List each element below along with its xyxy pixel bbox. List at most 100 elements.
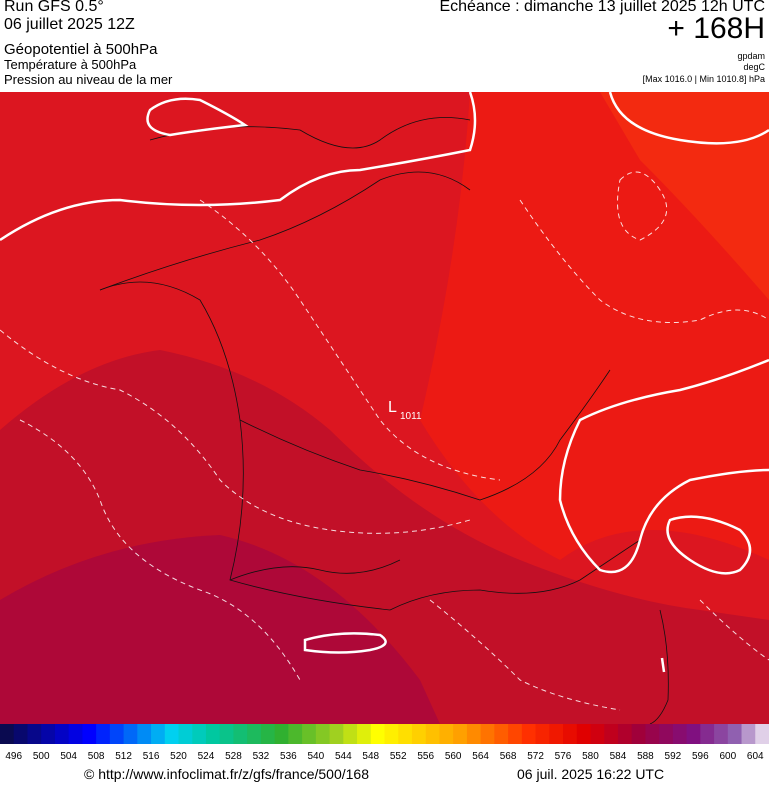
scale-swatch	[631, 724, 646, 744]
pressure-range: [Max 1016.0 | Min 1010.8] hPa	[642, 74, 765, 84]
scale-swatch	[521, 724, 537, 744]
scale-swatch	[13, 724, 28, 744]
scale-swatch	[123, 724, 138, 744]
scale-swatch	[714, 724, 729, 744]
scale-swatch	[219, 724, 234, 744]
scale-label: 572	[527, 751, 544, 762]
scale-swatch	[343, 724, 358, 744]
scale-swatch	[27, 724, 42, 744]
scale-swatch	[370, 724, 385, 744]
scale-swatch	[178, 724, 193, 744]
map	[0, 92, 769, 724]
unit: degC	[743, 62, 765, 72]
scale-label: 504	[60, 751, 77, 762]
scale-swatch	[288, 724, 303, 744]
field-label: Température à 500hPa	[4, 57, 137, 72]
low-symbol: L	[388, 399, 397, 416]
scale-swatch	[549, 724, 564, 744]
echeance: Echéance : dimanche 13 juillet 2025 12h …	[439, 0, 765, 15]
scale-swatch	[453, 724, 468, 744]
scale-swatch	[274, 724, 289, 744]
scale-swatch	[425, 724, 440, 744]
scale-swatch	[659, 724, 674, 744]
scale-label: 548	[362, 751, 379, 762]
run-title: Run GFS 0.5°	[4, 0, 104, 15]
scale-swatch	[700, 724, 715, 744]
scale-label: 600	[719, 751, 736, 762]
scale-swatch	[0, 724, 15, 744]
scale-label: 552	[390, 751, 407, 762]
scale-swatch	[233, 724, 248, 744]
scale-label: 500	[33, 751, 50, 762]
scale-label: 560	[445, 751, 462, 762]
scale-swatch	[672, 724, 688, 744]
color-scale: 496 500 504 508 512 516 520 524 528 532 536 540 544 5…	[0, 724, 769, 762]
scale-swatch	[645, 724, 660, 744]
scale-swatch	[315, 724, 331, 744]
scale-swatch	[192, 724, 207, 744]
scale-label: 592	[665, 751, 682, 762]
scale-label: 556	[417, 751, 434, 762]
scale-swatch	[82, 724, 97, 744]
scale-swatch	[96, 724, 111, 744]
scale-swatch	[508, 724, 523, 744]
scale-label: 596	[692, 751, 709, 762]
scale-swatch	[398, 724, 413, 744]
lead-time: + 168H	[667, 12, 765, 45]
scale-label: 532	[253, 751, 270, 762]
scale-swatch	[617, 724, 633, 744]
field-label: Géopotentiel à 500hPa	[4, 41, 158, 58]
scale-swatch	[411, 724, 427, 744]
scale-swatch	[205, 724, 221, 744]
scale-label: 496	[5, 751, 22, 762]
geopotential-contours	[0, 92, 769, 673]
scale-swatch	[41, 724, 56, 744]
issue-date: 06 juil. 2025 16:22 UTC	[517, 766, 665, 782]
scale-swatch	[151, 724, 166, 744]
scale-swatch	[466, 724, 482, 744]
scale-label: 576	[555, 751, 572, 762]
scale-swatch	[384, 724, 399, 744]
scale-swatch	[54, 724, 70, 744]
scale-label: 520	[170, 751, 187, 762]
scale-swatch	[727, 724, 743, 744]
temperature-contours	[0, 171, 769, 711]
scale-swatch	[109, 724, 125, 744]
scale-label: 544	[335, 751, 352, 762]
scale-label: 528	[225, 751, 242, 762]
scale-swatch	[247, 724, 262, 744]
scale-label: 580	[582, 751, 599, 762]
low-value: 1011	[400, 411, 422, 422]
scale-swatch	[164, 724, 180, 744]
scale-swatch	[439, 724, 454, 744]
scale-swatch	[563, 724, 578, 744]
scale-swatch	[494, 724, 509, 744]
scale-label: 588	[637, 751, 654, 762]
field-label: Pression au niveau de la mer	[4, 72, 173, 87]
unit: gpdam	[737, 51, 765, 61]
scale-label: 568	[500, 751, 517, 762]
coastlines	[99, 117, 669, 724]
scale-swatch	[68, 724, 83, 744]
scale-label: 508	[88, 751, 105, 762]
scale-label: 536	[280, 751, 297, 762]
scale-label: 564	[472, 751, 489, 762]
scale-swatch	[604, 724, 619, 744]
scale-label: 524	[198, 751, 215, 762]
scale-label: 540	[307, 751, 324, 762]
scale-swatch	[686, 724, 701, 744]
scale-label: 516	[143, 751, 160, 762]
scale-swatch	[329, 724, 344, 744]
scale-swatch	[741, 724, 756, 744]
scale-swatch	[576, 724, 591, 744]
run-date: 06 juillet 2025 12Z	[4, 16, 135, 33]
scale-swatch	[755, 724, 769, 744]
source-url: © http://www.infoclimat.fr/z/gfs/france/…	[84, 766, 369, 782]
scale-swatch	[302, 724, 317, 744]
scale-swatch	[260, 724, 276, 744]
scale-swatch	[590, 724, 605, 744]
scale-label: 604	[747, 751, 764, 762]
scale-label: 512	[115, 751, 132, 762]
